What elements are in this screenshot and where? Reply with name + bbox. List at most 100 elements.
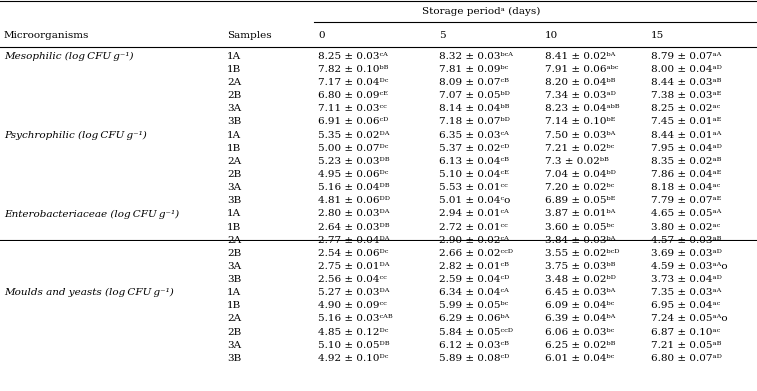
Text: 7.21 ± 0.02ᵇᶜ: 7.21 ± 0.02ᵇᶜ	[545, 144, 614, 153]
Text: 3.60 ± 0.05ᵇᶜ: 3.60 ± 0.05ᵇᶜ	[545, 222, 614, 231]
Text: 7.17 ± 0.04ᴰᶜ: 7.17 ± 0.04ᴰᶜ	[318, 78, 388, 87]
Text: 7.38 ± 0.03ᵃᴱ: 7.38 ± 0.03ᵃᴱ	[651, 91, 721, 100]
Text: 3.80 ± 0.02ᵃᶜ: 3.80 ± 0.02ᵃᶜ	[651, 222, 720, 231]
Text: 7.35 ± 0.03ᵃᴬ: 7.35 ± 0.03ᵃᴬ	[651, 288, 721, 297]
Text: 5.10 ± 0.05ᴰᴮ: 5.10 ± 0.05ᴰᴮ	[318, 341, 390, 350]
Text: 2B: 2B	[227, 328, 241, 337]
Text: 3A: 3A	[227, 104, 241, 113]
Text: 4.57 ± 0.03ᵃᴮ: 4.57 ± 0.03ᵃᴮ	[651, 236, 721, 245]
Text: 6.06 ± 0.03ᵇᶜ: 6.06 ± 0.03ᵇᶜ	[545, 328, 614, 337]
Text: 5.01 ± 0.04ᶜᴏ: 5.01 ± 0.04ᶜᴏ	[439, 196, 510, 205]
Text: 2.80 ± 0.03ᴰᴬ: 2.80 ± 0.03ᴰᴬ	[318, 210, 389, 219]
Text: 6.29 ± 0.06ᵇᴬ: 6.29 ± 0.06ᵇᴬ	[439, 314, 509, 323]
Text: 1B: 1B	[227, 222, 241, 231]
Text: 6.01 ± 0.04ᵇᶜ: 6.01 ± 0.04ᵇᶜ	[545, 354, 614, 363]
Text: 1B: 1B	[227, 65, 241, 74]
Text: 3B: 3B	[227, 196, 241, 205]
Text: 4.81 ± 0.06ᴰᴰ: 4.81 ± 0.06ᴰᴰ	[318, 196, 390, 205]
Text: 2.94 ± 0.01ᶜᴬ: 2.94 ± 0.01ᶜᴬ	[439, 210, 509, 219]
Text: 8.23 ± 0.04ᵃᵇᴮ: 8.23 ± 0.04ᵃᵇᴮ	[545, 104, 620, 113]
Text: 3B: 3B	[227, 275, 241, 284]
Text: 2A: 2A	[227, 314, 241, 323]
Text: 6.25 ± 0.02ᵇᴮ: 6.25 ± 0.02ᵇᴮ	[545, 341, 615, 350]
Text: 5.37 ± 0.02ᶜᴰ: 5.37 ± 0.02ᶜᴰ	[439, 144, 509, 153]
Text: Microorganisms: Microorganisms	[4, 31, 89, 40]
Text: 1A: 1A	[227, 210, 241, 219]
Text: 8.25 ± 0.03ᶜᴬ: 8.25 ± 0.03ᶜᴬ	[318, 52, 388, 61]
Text: 3.75 ± 0.03ᵇᴮ: 3.75 ± 0.03ᵇᴮ	[545, 262, 615, 271]
Text: 7.14 ± 0.10ᵇᴱ: 7.14 ± 0.10ᵇᴱ	[545, 117, 615, 126]
Text: 4.90 ± 0.09ᶜᶜ: 4.90 ± 0.09ᶜᶜ	[318, 301, 387, 310]
Text: 2.59 ± 0.04ᶜᴰ: 2.59 ± 0.04ᶜᴰ	[439, 275, 509, 284]
Text: 3.48 ± 0.02ᵇᴰ: 3.48 ± 0.02ᵇᴰ	[545, 275, 616, 284]
Text: 8.09 ± 0.07ᶜᴮ: 8.09 ± 0.07ᶜᴮ	[439, 78, 509, 87]
Text: 2B: 2B	[227, 91, 241, 100]
Text: 2.54 ± 0.06ᴰᶜ: 2.54 ± 0.06ᴰᶜ	[318, 249, 388, 258]
Text: 8.44 ± 0.01ᵃᴬ: 8.44 ± 0.01ᵃᴬ	[651, 131, 721, 140]
Text: 3.55 ± 0.02ᵇᶜᴰ: 3.55 ± 0.02ᵇᶜᴰ	[545, 249, 619, 258]
Text: 6.13 ± 0.04ᶜᴮ: 6.13 ± 0.04ᶜᴮ	[439, 157, 509, 166]
Text: 7.91 ± 0.06ᵃᵇᶜ: 7.91 ± 0.06ᵃᵇᶜ	[545, 65, 618, 74]
Text: Samples: Samples	[227, 31, 272, 40]
Text: 8.00 ± 0.04ᵃᴰ: 8.00 ± 0.04ᵃᴰ	[651, 65, 722, 74]
Text: 1B: 1B	[227, 301, 241, 310]
Text: 7.24 ± 0.05ᵃᴬᴏ: 7.24 ± 0.05ᵃᴬᴏ	[651, 314, 727, 323]
Text: 3A: 3A	[227, 183, 241, 192]
Text: 3.69 ± 0.03ᵃᴰ: 3.69 ± 0.03ᵃᴰ	[651, 249, 722, 258]
Text: 2.66 ± 0.02ᶜᶜᴰ: 2.66 ± 0.02ᶜᶜᴰ	[439, 249, 513, 258]
Text: 5.99 ± 0.05ᵇᶜ: 5.99 ± 0.05ᵇᶜ	[439, 301, 508, 310]
Text: 8.25 ± 0.02ᵃᶜ: 8.25 ± 0.02ᵃᶜ	[651, 104, 720, 113]
Text: 7.95 ± 0.04ᵃᴰ: 7.95 ± 0.04ᵃᴰ	[651, 144, 722, 153]
Text: 2.56 ± 0.04ᶜᶜ: 2.56 ± 0.04ᶜᶜ	[318, 275, 387, 284]
Text: 3.87 ± 0.01ᵇᴬ: 3.87 ± 0.01ᵇᴬ	[545, 210, 615, 219]
Text: 7.81 ± 0.09ᵇᶜ: 7.81 ± 0.09ᵇᶜ	[439, 65, 508, 74]
Text: 5.53 ± 0.01ᶜᶜ: 5.53 ± 0.01ᶜᶜ	[439, 183, 508, 192]
Text: 2A: 2A	[227, 157, 241, 166]
Text: 1A: 1A	[227, 288, 241, 297]
Text: 7.50 ± 0.03ᵇᴬ: 7.50 ± 0.03ᵇᴬ	[545, 131, 615, 140]
Text: 8.32 ± 0.03ᵇᶜᴬ: 8.32 ± 0.03ᵇᶜᴬ	[439, 52, 513, 61]
Text: 7.86 ± 0.04ᵃᴱ: 7.86 ± 0.04ᵃᴱ	[651, 170, 721, 179]
Text: 2.82 ± 0.01ᶜᴮ: 2.82 ± 0.01ᶜᴮ	[439, 262, 509, 271]
Text: 5.84 ± 0.05ᶜᶜᴰ: 5.84 ± 0.05ᶜᶜᴰ	[439, 328, 513, 337]
Text: 6.80 ± 0.07ᵃᴰ: 6.80 ± 0.07ᵃᴰ	[651, 354, 722, 363]
Text: 5.10 ± 0.04ᶜᴱ: 5.10 ± 0.04ᶜᴱ	[439, 170, 509, 179]
Text: 7.45 ± 0.01ᵃᴱ: 7.45 ± 0.01ᵃᴱ	[651, 117, 721, 126]
Text: Moulds and yeasts (log CFU g⁻¹): Moulds and yeasts (log CFU g⁻¹)	[4, 288, 173, 297]
Text: 5.27 ± 0.03ᴰᴬ: 5.27 ± 0.03ᴰᴬ	[318, 288, 389, 297]
Text: 6.80 ± 0.09ᶜᴱ: 6.80 ± 0.09ᶜᴱ	[318, 91, 388, 100]
Text: 4.92 ± 0.10ᴰᶜ: 4.92 ± 0.10ᴰᶜ	[318, 354, 388, 363]
Text: 6.39 ± 0.04ᵇᴬ: 6.39 ± 0.04ᵇᴬ	[545, 314, 615, 323]
Text: 4.65 ± 0.05ᵃᴬ: 4.65 ± 0.05ᵃᴬ	[651, 210, 721, 219]
Text: 2A: 2A	[227, 78, 241, 87]
Text: 7.21 ± 0.05ᵃᴮ: 7.21 ± 0.05ᵃᴮ	[651, 341, 721, 350]
Text: 7.07 ± 0.05ᵇᴰ: 7.07 ± 0.05ᵇᴰ	[439, 91, 510, 100]
Text: 2.72 ± 0.01ᶜᶜ: 2.72 ± 0.01ᶜᶜ	[439, 222, 508, 231]
Text: 7.79 ± 0.07ᵃᴱ: 7.79 ± 0.07ᵃᴱ	[651, 196, 721, 205]
Text: Storage periodᵃ (days): Storage periodᵃ (days)	[422, 7, 540, 16]
Text: 5.00 ± 0.07ᴰᶜ: 5.00 ± 0.07ᴰᶜ	[318, 144, 388, 153]
Text: 5.23 ± 0.03ᴰᴮ: 5.23 ± 0.03ᴰᴮ	[318, 157, 390, 166]
Text: 5.16 ± 0.03ᶜᴬᴮ: 5.16 ± 0.03ᶜᴬᴮ	[318, 314, 393, 323]
Text: 2.77 ± 0.04ᴰᴬ: 2.77 ± 0.04ᴰᴬ	[318, 236, 389, 245]
Text: 6.45 ± 0.03ᵇᴬ: 6.45 ± 0.03ᵇᴬ	[545, 288, 615, 297]
Text: 10: 10	[545, 31, 559, 40]
Text: 8.44 ± 0.03ᵃᴮ: 8.44 ± 0.03ᵃᴮ	[651, 78, 721, 87]
Text: Mesophilic (log CFU g⁻¹): Mesophilic (log CFU g⁻¹)	[4, 52, 133, 61]
Text: 3A: 3A	[227, 262, 241, 271]
Text: 6.89 ± 0.05ᵇᴱ: 6.89 ± 0.05ᵇᴱ	[545, 196, 615, 205]
Text: 5.89 ± 0.08ᶜᴰ: 5.89 ± 0.08ᶜᴰ	[439, 354, 509, 363]
Text: 4.95 ± 0.06ᴰᶜ: 4.95 ± 0.06ᴰᶜ	[318, 170, 388, 179]
Text: 2A: 2A	[227, 236, 241, 245]
Text: 8.35 ± 0.02ᵃᴮ: 8.35 ± 0.02ᵃᴮ	[651, 157, 721, 166]
Text: 6.12 ± 0.03ᶜᴮ: 6.12 ± 0.03ᶜᴮ	[439, 341, 509, 350]
Text: 3B: 3B	[227, 117, 241, 126]
Text: 7.34 ± 0.03ᵃᴰ: 7.34 ± 0.03ᵃᴰ	[545, 91, 616, 100]
Text: 4.59 ± 0.03ᵃᴬᴏ: 4.59 ± 0.03ᵃᴬᴏ	[651, 262, 727, 271]
Text: 1A: 1A	[227, 131, 241, 140]
Text: 6.87 ± 0.10ᵃᶜ: 6.87 ± 0.10ᵃᶜ	[651, 328, 720, 337]
Text: 7.18 ± 0.07ᵇᴰ: 7.18 ± 0.07ᵇᴰ	[439, 117, 510, 126]
Text: 2B: 2B	[227, 249, 241, 258]
Text: 5.16 ± 0.04ᴰᴮ: 5.16 ± 0.04ᴰᴮ	[318, 183, 390, 192]
Text: 2.64 ± 0.03ᴰᴮ: 2.64 ± 0.03ᴰᴮ	[318, 222, 390, 231]
